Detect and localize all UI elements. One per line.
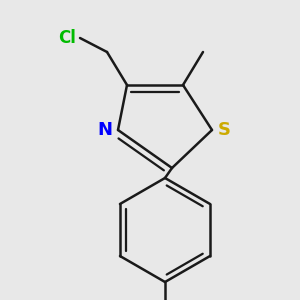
Text: S: S bbox=[218, 121, 231, 139]
Text: Cl: Cl bbox=[58, 29, 76, 47]
Text: N: N bbox=[97, 121, 112, 139]
